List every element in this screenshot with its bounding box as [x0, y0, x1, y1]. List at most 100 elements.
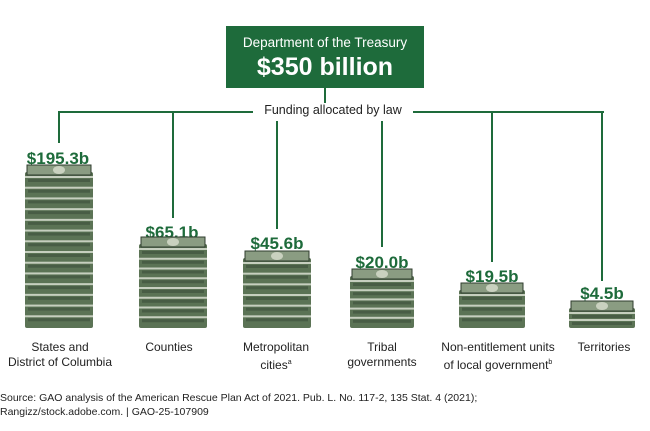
- category-label-5: Non-entitlement units of local governmen…: [428, 340, 568, 373]
- source-line-1: Source: GAO analysis of the American Res…: [0, 392, 478, 404]
- value-label-3: $45.6b: [250, 234, 304, 253]
- stack-band-4-2: [350, 289, 414, 292]
- stack-edge-4-3: [353, 301, 411, 305]
- stack-band-4-5: [350, 316, 414, 319]
- stack-band-6-2: [569, 319, 635, 321]
- stack-edge-1-7: [28, 243, 90, 247]
- stack-portrait-1: [53, 166, 65, 174]
- treasury-title: Department of the Treasury: [242, 35, 408, 50]
- stack-band-5-1: [459, 294, 525, 296]
- money-stack-5: [459, 282, 525, 328]
- stack-portrait-2: [167, 238, 179, 246]
- stack-portrait-5: [486, 284, 498, 292]
- drop-line-5: [491, 111, 493, 262]
- stack-edge-1-3: [28, 200, 90, 204]
- stack-band-4-4: [350, 307, 414, 310]
- stack-band-1-4: [25, 208, 93, 211]
- category-label-2: Counties: [99, 340, 239, 355]
- stack-edge-2-5: [142, 290, 204, 293]
- stack-edge-3-3: [246, 286, 308, 290]
- category-label-6: Territories: [534, 340, 650, 355]
- subheading: Funding allocated by law: [253, 103, 413, 121]
- category-label-5-line2: of local government: [443, 358, 549, 372]
- stack-edge-1-12: [28, 296, 90, 300]
- stack-band-3-1: [243, 262, 311, 264]
- stack-band-2-4: [139, 277, 207, 280]
- stack-band-1-5: [25, 218, 93, 221]
- stack-band-1-1: [25, 176, 93, 178]
- stack-band-1-3: [25, 197, 93, 200]
- money-stack-4: [350, 268, 414, 328]
- stack-band-1-14: [25, 315, 93, 318]
- footnote-b: b: [548, 359, 553, 366]
- stack-edge-6-1: [572, 315, 632, 318]
- category-label-1: States and District of Columbia: [0, 340, 130, 370]
- money-stack-6: [569, 300, 635, 328]
- category-label-3: Metropolitan citiesa: [206, 340, 346, 373]
- stack-body-3: [243, 258, 311, 328]
- stack-band-4-3: [350, 298, 414, 301]
- stack-band-2-2: [139, 257, 207, 260]
- stack-band-3-4: [243, 294, 311, 296]
- stack-band-1-8: [25, 251, 93, 253]
- stack-edge-3-5: [246, 307, 308, 311]
- stack-band-1-12: [25, 293, 93, 296]
- stack-edge-5-3: [462, 318, 522, 322]
- stack-edge-3-1: [246, 265, 308, 268]
- stack-band-2-7: [139, 306, 207, 309]
- stack-edge-4-2: [353, 292, 411, 296]
- stack-edge-3-4: [246, 297, 308, 300]
- value-label-4: $20.0b: [355, 253, 409, 272]
- category-label-1-line2: District of Columbia: [7, 355, 113, 369]
- stack-edge-3-6: [246, 318, 308, 322]
- money-stack-2: [139, 236, 207, 328]
- stack-band-2-6: [139, 296, 207, 299]
- stack-edge-2-6: [142, 299, 204, 303]
- stack-edge-4-4: [353, 310, 411, 314]
- stack-edge-5-1: [462, 297, 522, 300]
- stack-edge-2-2: [142, 260, 204, 264]
- stack-band-3-3: [243, 283, 311, 286]
- stack-edge-1-8: [28, 254, 90, 257]
- value-label-1: $195.3b: [26, 149, 90, 168]
- stack-edge-5-2: [462, 307, 522, 311]
- stack-band-1-7: [25, 240, 93, 243]
- stack-edge-1-6: [28, 232, 90, 236]
- treasury-amount: $350 billion: [256, 53, 394, 81]
- stack-portrait-6: [596, 302, 608, 310]
- stack-edge-1-14: [28, 318, 90, 322]
- stack-edge-1-2: [28, 189, 90, 193]
- stack-band-5-2: [459, 304, 525, 307]
- money-stack-3: [243, 250, 311, 328]
- stack-band-5-3: [459, 315, 525, 318]
- stack-band-3-5: [243, 304, 311, 307]
- stack-edge-1-5: [28, 221, 90, 225]
- stack-body-2: [139, 244, 207, 328]
- stack-band-2-5: [139, 287, 207, 289]
- stack-band-2-8: [139, 316, 207, 319]
- drop-line-2: [172, 111, 174, 218]
- stack-edge-2-1: [142, 251, 204, 254]
- stack-edge-1-1: [28, 179, 90, 182]
- category-label-3-line2: cities: [260, 358, 288, 372]
- drop-line-3: [276, 111, 278, 229]
- treasury-box: Department of the Treasury $350 billion: [226, 26, 424, 88]
- category-label-4: Tribal governments: [312, 340, 452, 370]
- value-label-6: $4.5b: [580, 284, 624, 303]
- stack-band-1-6: [25, 229, 93, 232]
- stack-band-2-3: [139, 267, 207, 270]
- stack-band-3-2: [243, 272, 311, 275]
- footnote-a: a: [287, 359, 292, 366]
- stack-portrait-3: [271, 252, 283, 260]
- drop-line-4: [381, 111, 383, 247]
- category-label-3-line1: Metropolitan: [242, 340, 310, 354]
- stack-edge-2-7: [142, 309, 204, 313]
- category-label-2-line1: Counties: [145, 340, 193, 354]
- drop-line-1: [58, 111, 60, 143]
- money-stacks: [25, 164, 635, 328]
- stack-band-3-6: [243, 315, 311, 318]
- stack-band-6-1: [569, 312, 635, 314]
- category-label-4-line2: governments: [347, 355, 417, 369]
- trunk-line: [324, 88, 326, 112]
- stack-band-1-2: [25, 186, 93, 189]
